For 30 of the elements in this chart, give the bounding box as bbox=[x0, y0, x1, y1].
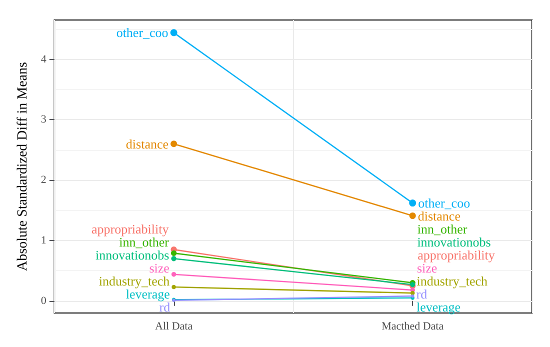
y-tick-label: 4 bbox=[40, 53, 47, 66]
text: inn_other bbox=[417, 222, 468, 236]
series-label: industry_tech bbox=[98, 274, 170, 288]
text: other_coo bbox=[116, 25, 168, 40]
point bbox=[170, 140, 178, 148]
text: industry_tech bbox=[416, 274, 488, 288]
series-label: other_coo bbox=[418, 196, 470, 210]
point bbox=[170, 250, 177, 256]
series-label: size bbox=[149, 260, 170, 276]
y-tick-label: 1 bbox=[40, 234, 46, 247]
x-tick-label: Macthed Data bbox=[382, 320, 444, 332]
point bbox=[409, 200, 416, 207]
point bbox=[171, 272, 176, 277]
point bbox=[170, 29, 178, 36]
series-label: distance bbox=[126, 136, 169, 152]
text: distance bbox=[418, 208, 460, 224]
text: appropriability bbox=[418, 248, 495, 262]
y-tick-label: 0 bbox=[40, 294, 47, 307]
y-tick-label: 3 bbox=[40, 114, 47, 126]
series-label: appropriability bbox=[91, 222, 170, 236]
y-tick-label: 2 bbox=[40, 174, 46, 186]
x-tick-label: All Data bbox=[155, 320, 193, 332]
series-label: innovationobs bbox=[96, 248, 170, 262]
y-axis-title: Absolute Standardized Diff in Means bbox=[16, 62, 30, 271]
text: leverage bbox=[416, 300, 461, 314]
text: innovationobs bbox=[417, 234, 491, 250]
point bbox=[172, 284, 176, 290]
point bbox=[171, 256, 176, 262]
point bbox=[409, 212, 416, 220]
text: rd bbox=[416, 286, 428, 302]
